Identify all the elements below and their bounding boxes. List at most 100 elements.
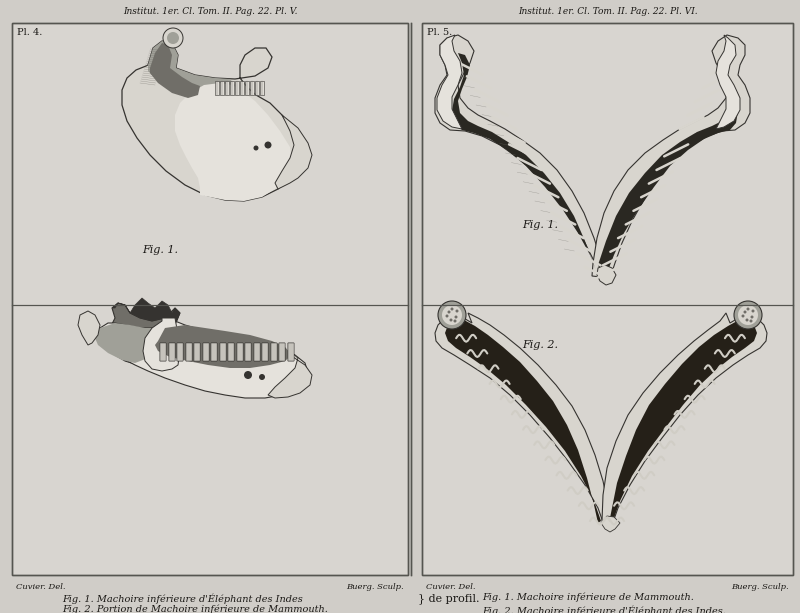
Polygon shape <box>592 35 750 278</box>
Circle shape <box>442 305 462 325</box>
Text: Institut. 1er. Cl. Tom. II. Pag. 22. Pl. VI.: Institut. 1er. Cl. Tom. II. Pag. 22. Pl.… <box>518 7 698 15</box>
Text: Fig. 2. Machoire inférieure d'Éléphant des Indes.: Fig. 2. Machoire inférieure d'Éléphant d… <box>482 605 726 613</box>
Text: Buerg. Sculp.: Buerg. Sculp. <box>731 583 789 591</box>
Polygon shape <box>150 43 200 98</box>
Bar <box>12 23 408 575</box>
Bar <box>237 343 242 361</box>
Bar <box>228 343 234 361</box>
Polygon shape <box>112 298 180 325</box>
Bar <box>270 343 277 361</box>
Text: Institut. 1er. Cl. Tom. II. Pag. 22. Pl. V.: Institut. 1er. Cl. Tom. II. Pag. 22. Pl.… <box>122 7 298 15</box>
Bar <box>194 343 200 361</box>
Bar <box>279 343 285 361</box>
Polygon shape <box>609 319 757 523</box>
Bar <box>211 343 217 361</box>
Circle shape <box>742 314 745 318</box>
Polygon shape <box>452 53 598 276</box>
Bar <box>160 343 166 361</box>
Bar <box>186 343 191 361</box>
Bar <box>194 343 200 361</box>
Bar <box>287 343 294 361</box>
Bar <box>169 343 174 361</box>
Circle shape <box>163 28 183 48</box>
Bar <box>240 81 244 95</box>
Polygon shape <box>148 41 235 101</box>
Circle shape <box>254 145 258 151</box>
Circle shape <box>450 319 453 321</box>
Text: Fig. 2. Portion de Machoire inférieure de Mammouth.: Fig. 2. Portion de Machoire inférieure d… <box>62 605 328 613</box>
Bar <box>254 343 259 361</box>
Text: Fig. 1. Machoire inférieure d'Éléphant des Indes: Fig. 1. Machoire inférieure d'Éléphant d… <box>62 593 302 604</box>
Circle shape <box>447 311 450 313</box>
Text: Fig. 2.: Fig. 2. <box>522 340 558 350</box>
Circle shape <box>738 305 758 325</box>
Bar <box>186 343 191 361</box>
Polygon shape <box>716 35 740 129</box>
Bar <box>255 81 259 95</box>
Circle shape <box>750 316 754 319</box>
Text: Pl. 4.: Pl. 4. <box>17 28 42 37</box>
Text: Pl. 5.: Pl. 5. <box>427 28 452 37</box>
Bar <box>279 343 285 361</box>
Bar <box>177 343 183 361</box>
Text: Cuvier. Del.: Cuvier. Del. <box>16 583 66 591</box>
Bar <box>160 343 166 361</box>
Circle shape <box>743 311 746 313</box>
Polygon shape <box>601 516 620 532</box>
Circle shape <box>746 308 750 311</box>
Polygon shape <box>435 313 609 525</box>
Circle shape <box>244 371 252 379</box>
Polygon shape <box>598 53 738 276</box>
Polygon shape <box>122 41 298 201</box>
Polygon shape <box>107 303 185 370</box>
Bar <box>237 343 242 361</box>
Circle shape <box>751 310 754 313</box>
Polygon shape <box>268 353 312 398</box>
Circle shape <box>446 314 449 318</box>
Circle shape <box>455 310 458 313</box>
Bar <box>225 81 229 95</box>
Polygon shape <box>445 319 601 523</box>
Bar <box>262 343 268 361</box>
Bar <box>422 23 793 575</box>
Text: } de profil.: } de profil. <box>418 593 479 604</box>
Polygon shape <box>155 325 292 368</box>
Bar <box>219 343 226 361</box>
Polygon shape <box>597 265 616 285</box>
Polygon shape <box>143 318 180 371</box>
Polygon shape <box>437 35 462 129</box>
Polygon shape <box>78 311 100 345</box>
Circle shape <box>734 301 762 329</box>
Text: Fig. 1.: Fig. 1. <box>522 220 558 230</box>
Bar <box>422 23 793 575</box>
Circle shape <box>438 301 466 329</box>
Bar <box>235 81 239 95</box>
Bar <box>12 23 408 575</box>
Bar <box>245 81 249 95</box>
Bar <box>202 343 209 361</box>
Bar <box>245 343 251 361</box>
Circle shape <box>265 142 271 148</box>
Polygon shape <box>435 35 604 278</box>
Text: Fig. 1.: Fig. 1. <box>142 245 178 255</box>
Polygon shape <box>175 83 292 201</box>
Text: Cuvier. Del.: Cuvier. Del. <box>426 583 475 591</box>
Polygon shape <box>602 313 767 525</box>
Bar <box>254 343 259 361</box>
Bar <box>260 81 264 95</box>
Circle shape <box>454 319 457 322</box>
Bar <box>177 343 183 361</box>
Text: Fig. 2.: Fig. 2. <box>142 335 178 345</box>
Circle shape <box>746 319 749 321</box>
Circle shape <box>450 308 454 311</box>
Circle shape <box>167 32 179 44</box>
Polygon shape <box>95 321 175 363</box>
Bar <box>220 81 224 95</box>
Bar <box>202 343 209 361</box>
Bar <box>228 343 234 361</box>
Circle shape <box>259 374 265 380</box>
Bar <box>211 343 217 361</box>
Bar <box>230 81 234 95</box>
Text: Fig. 1. Machoire inférieure de Mammouth.: Fig. 1. Machoire inférieure de Mammouth. <box>482 593 694 603</box>
Polygon shape <box>95 321 308 398</box>
